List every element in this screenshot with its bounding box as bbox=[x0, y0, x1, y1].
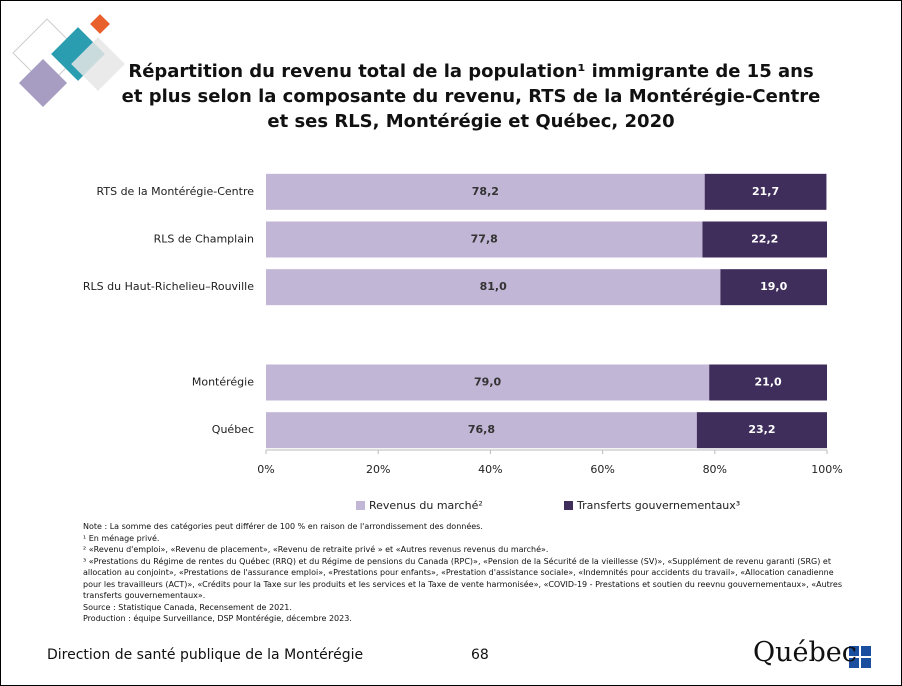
value-label: 21,0 bbox=[755, 376, 782, 389]
value-label: 23,2 bbox=[748, 423, 775, 436]
legend-swatch bbox=[356, 501, 365, 510]
page-number: 68 bbox=[471, 647, 489, 663]
x-tick-label: 80% bbox=[703, 463, 727, 476]
note: Source : Statistique Canada, Recensement… bbox=[83, 602, 292, 612]
bar-segment bbox=[720, 269, 827, 306]
value-label: 76,8 bbox=[468, 423, 495, 436]
legend-label: Revenus du marché² bbox=[369, 499, 483, 512]
y-tick-label: Montérégie bbox=[192, 376, 254, 389]
footer-organization: Direction de santé publique de la Montér… bbox=[47, 647, 364, 663]
bar-segment bbox=[702, 221, 827, 258]
value-label: 19,0 bbox=[760, 280, 787, 293]
bar-segment bbox=[266, 412, 697, 449]
bar-segment bbox=[266, 364, 710, 401]
value-label: 81,0 bbox=[480, 280, 507, 293]
chart-title: Répartition du revenu total de la popula… bbox=[121, 61, 821, 132]
value-label: 77,8 bbox=[471, 233, 498, 246]
decoration bbox=[12, 14, 125, 108]
note: ² «Revenu d'emploi», «Revenu de placemen… bbox=[83, 545, 549, 554]
y-tick-label: RTS de la Montérégie-Centre bbox=[97, 185, 255, 198]
bar-segment bbox=[266, 221, 703, 258]
quebec-flag bbox=[849, 646, 871, 668]
x-tick-label: 0% bbox=[257, 463, 274, 476]
x-tick-label: 20% bbox=[366, 463, 390, 476]
bar-segment bbox=[266, 173, 705, 210]
value-label: 22,2 bbox=[751, 233, 778, 246]
legend-swatch bbox=[564, 501, 573, 510]
x-tick-label: 60% bbox=[590, 463, 614, 476]
note: ¹ En ménage privé. bbox=[83, 533, 160, 543]
bar-segment bbox=[696, 412, 827, 449]
value-label: 79,0 bbox=[474, 376, 501, 389]
note: Production : équipe Surveillance, DSP Mo… bbox=[83, 614, 352, 623]
x-tick-label: 40% bbox=[478, 463, 502, 476]
x-tick-label: 100% bbox=[811, 463, 842, 476]
bar-segment bbox=[266, 269, 721, 306]
y-tick-label: Québec bbox=[212, 423, 254, 436]
note: ³ «Prestations du Régime de rentes du Qu… bbox=[83, 556, 842, 601]
value-label: 21,7 bbox=[752, 185, 779, 198]
y-tick-label: RLS du Haut-Richelieu–Rouville bbox=[83, 280, 254, 293]
value-label: 78,2 bbox=[472, 185, 499, 198]
logo: Québec bbox=[753, 637, 857, 668]
note: Note : La somme des catégories peut diff… bbox=[83, 522, 483, 531]
y-tick-label: RLS de Champlain bbox=[154, 233, 254, 246]
bar-segment bbox=[704, 173, 827, 210]
bar-segment bbox=[709, 364, 827, 401]
notes: Note : La somme des catégories peut diff… bbox=[83, 521, 853, 625]
legend-label: Transferts gouvernementaux³ bbox=[576, 499, 740, 512]
